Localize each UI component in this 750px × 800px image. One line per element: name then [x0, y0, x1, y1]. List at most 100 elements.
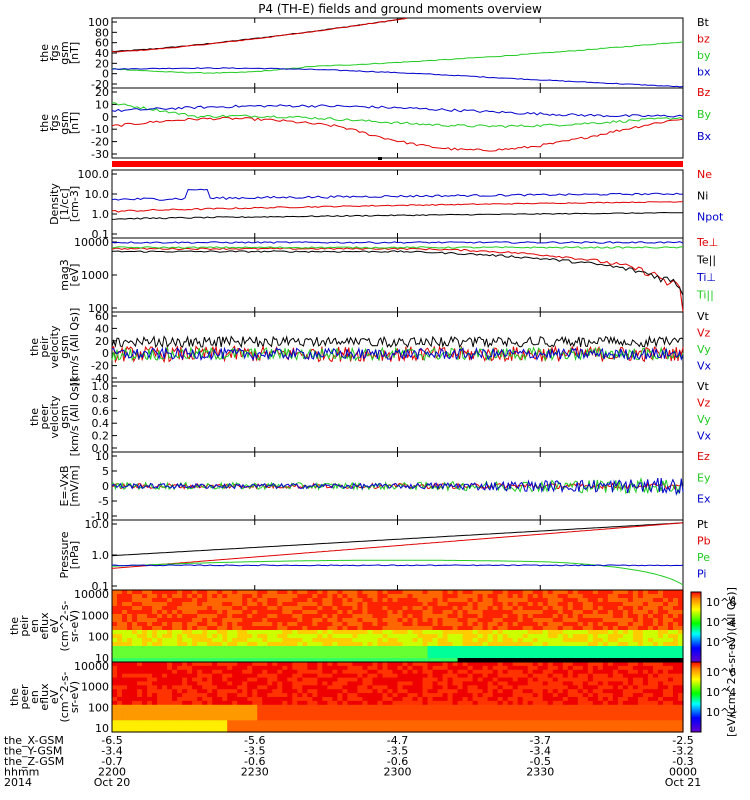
spectrogram-cell — [167, 708, 173, 714]
y-tick-label: 0 — [102, 480, 109, 493]
spectrogram-cell — [592, 614, 599, 619]
spectrogram-cell — [462, 712, 469, 718]
spectrogram-cell — [627, 700, 634, 706]
spectrogram-cell — [257, 669, 263, 675]
spectrogram-cell — [242, 650, 248, 655]
spectrogram-cell — [222, 662, 228, 667]
spectrogram-cell — [347, 614, 354, 619]
spectrogram-cell — [322, 634, 328, 639]
spectrogram-cell — [192, 662, 198, 667]
spectrogram-cell — [222, 634, 228, 639]
spectrogram-cell — [677, 606, 684, 611]
spectrogram-cell — [342, 654, 349, 659]
spectrogram-cell — [652, 665, 659, 671]
spectrogram-cell — [482, 712, 489, 718]
spectrogram-cell — [572, 673, 579, 679]
spectrogram-cell — [432, 634, 439, 639]
spectrogram-cell — [402, 689, 409, 694]
spectrogram-cell — [352, 602, 359, 607]
spectrogram-cell — [112, 673, 118, 679]
spectrogram-cell — [432, 697, 439, 702]
spectrogram-cell — [632, 720, 639, 725]
spectrogram-cell — [367, 650, 374, 655]
spectrogram-cell — [322, 704, 328, 710]
spectrogram-cell — [442, 665, 449, 671]
spectrogram-cell — [462, 697, 469, 702]
spectrogram-cell — [162, 685, 168, 690]
spectrogram-cell — [327, 712, 333, 718]
spectrogram-cell — [567, 677, 574, 683]
spectrogram-cell — [382, 646, 389, 651]
spectrogram-cell — [287, 594, 293, 599]
spectrogram-cell — [132, 704, 138, 710]
spectrogram-cell — [237, 646, 243, 651]
spectrogram-cell — [432, 665, 439, 671]
spectrogram-cell — [197, 716, 203, 721]
spectrogram-cell — [632, 618, 639, 623]
spectrogram-cell — [642, 677, 649, 683]
spectrogram-cell — [407, 634, 414, 639]
spectrogram-cell — [672, 634, 679, 639]
spectrogram-cell — [522, 634, 529, 639]
spectrogram-cell — [407, 689, 414, 694]
spectrogram-cell — [207, 590, 213, 595]
spectrogram-cell — [217, 630, 223, 635]
spectrogram-cell — [477, 658, 484, 663]
spectrogram-cell — [197, 606, 203, 611]
spectrogram-cell — [582, 716, 589, 721]
spectrogram-cell — [412, 658, 419, 663]
spectrogram-cell — [477, 642, 484, 647]
spectrogram-cell — [572, 594, 579, 599]
spectrogram-cell — [647, 669, 654, 675]
spectrogram-cell — [177, 724, 183, 729]
spectrogram-cell — [637, 650, 644, 655]
spectrogram-cell — [112, 618, 118, 623]
spectrogram-cell — [452, 598, 459, 603]
spectrogram-cell — [597, 606, 604, 611]
spectrogram-cell — [582, 606, 589, 611]
spectrogram-cell — [232, 685, 238, 690]
spectrogram-cell — [442, 697, 449, 702]
spectrogram-cell — [237, 606, 243, 611]
spectrogram-cell — [382, 650, 389, 655]
spectrogram-cell — [282, 724, 288, 729]
spectrogram-cell — [272, 662, 278, 667]
spectrogram-cell — [622, 673, 629, 679]
spectrogram-cell — [542, 598, 549, 603]
y-axis-label: the — [28, 338, 41, 356]
spectrogram-cell — [142, 642, 148, 647]
spectrogram-cell — [167, 704, 173, 710]
spectrogram-cell — [597, 708, 604, 714]
spectrogram-cell — [257, 685, 263, 690]
spectrogram-cell — [137, 646, 143, 651]
spectrogram-cell — [602, 716, 609, 721]
spectrogram-cell — [172, 606, 178, 611]
spectrogram-cell — [212, 704, 218, 710]
spectrogram-cell — [162, 594, 168, 599]
spectrogram-cell — [127, 618, 133, 623]
spectrogram-cell — [322, 693, 328, 698]
spectrogram-cell — [617, 646, 624, 651]
spectrogram-cell — [487, 689, 494, 694]
spectrogram-cell — [422, 724, 429, 729]
spectrogram-cell — [597, 716, 604, 721]
spectrogram-cell — [142, 728, 148, 733]
spectrogram-cell — [217, 704, 223, 710]
spectrogram-cell — [247, 614, 253, 619]
spectrogram-cell — [632, 712, 639, 718]
spectrogram-cell — [677, 704, 684, 710]
spectrogram-cell — [627, 685, 634, 690]
spectrogram-cell — [392, 704, 399, 710]
spectrogram-cell — [622, 646, 629, 651]
spectrogram-cell — [197, 630, 203, 635]
spectrogram-cell — [477, 693, 484, 698]
spectrogram-cell — [377, 693, 384, 698]
spectrogram-cell — [347, 638, 354, 643]
spectrogram-cell — [392, 650, 399, 655]
spectrogram-cell — [462, 662, 469, 667]
spectrogram-cell — [577, 700, 584, 706]
spectrogram-cell — [527, 689, 534, 694]
spectrogram-cell — [572, 654, 579, 659]
spectrogram-cell — [542, 590, 549, 595]
spectrogram-cell — [592, 681, 599, 686]
